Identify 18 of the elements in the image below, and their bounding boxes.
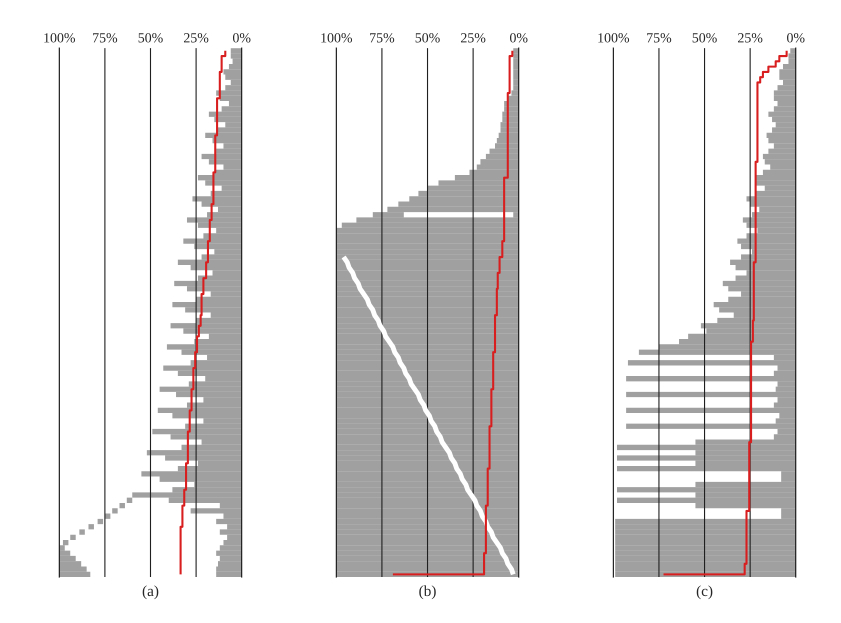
x-tick-label: 50% [416, 33, 440, 43]
x-tick-label: 75% [93, 33, 118, 43]
x-axis-title: (c) [696, 585, 712, 600]
x-axis-title: (a) [142, 585, 158, 600]
x-tick-label: 75% [370, 33, 394, 43]
x-tick-label: 50% [138, 33, 163, 43]
x-axis-title: (b) [419, 585, 436, 600]
x-tick-label: 100% [321, 33, 352, 43]
x-tick-label: 100% [44, 33, 76, 43]
x-tick-label: 25% [461, 33, 486, 43]
x-tick-label: 25% [184, 33, 208, 43]
x-tick-label: 100% [598, 33, 630, 43]
x-tick-label: 25% [738, 33, 762, 43]
x-tick-label: 0% [787, 33, 805, 43]
x-tick-label: 75% [647, 33, 672, 43]
x-tick-label: 0% [232, 33, 250, 43]
x-tick-label: 50% [692, 33, 717, 43]
x-tick-label: 0% [510, 33, 528, 43]
